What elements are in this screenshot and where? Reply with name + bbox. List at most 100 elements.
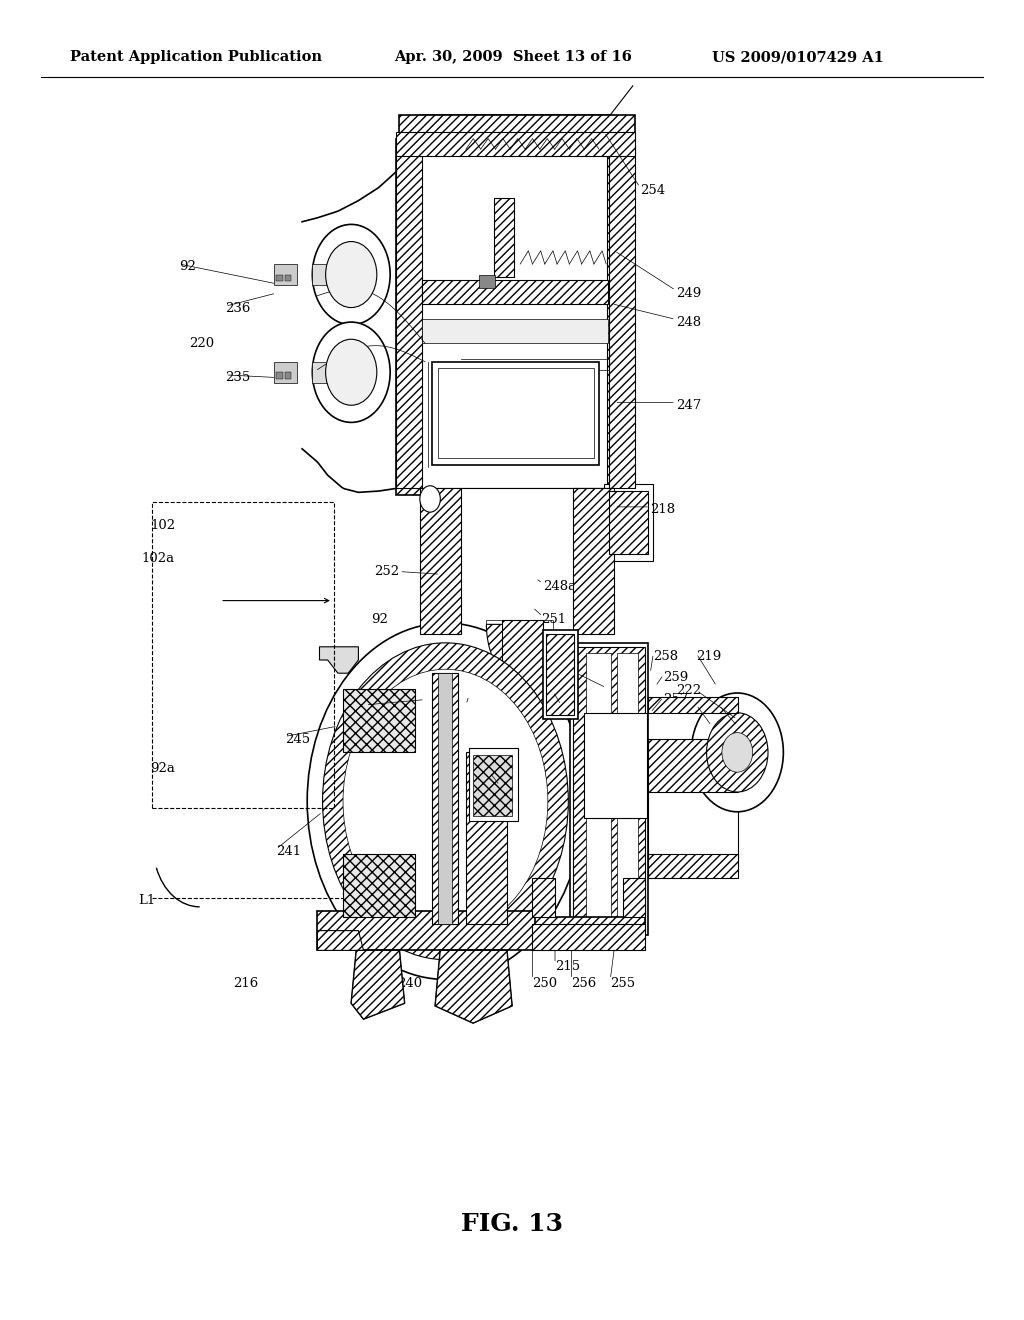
Polygon shape [312, 264, 348, 285]
Bar [570, 643, 648, 935]
Text: 92: 92 [179, 260, 196, 273]
Bar [648, 781, 738, 858]
Circle shape [323, 643, 568, 960]
Text: 92: 92 [371, 612, 387, 626]
Bar [623, 878, 645, 917]
Text: 235: 235 [225, 371, 251, 384]
Text: 253: 253 [489, 407, 514, 420]
Bar [609, 491, 648, 554]
Bar [274, 362, 297, 383]
Bar [343, 854, 415, 917]
Text: 222: 222 [676, 684, 701, 697]
Bar [586, 653, 611, 924]
Text: 102a: 102a [141, 552, 174, 565]
Circle shape [707, 713, 768, 792]
Polygon shape [435, 950, 512, 1023]
Circle shape [307, 623, 584, 979]
Text: 257: 257 [664, 693, 689, 706]
Bar [438, 673, 452, 924]
Text: 239: 239 [358, 977, 384, 990]
Bar [461, 488, 573, 634]
Text: 267: 267 [606, 684, 632, 697]
Bar [396, 132, 635, 156]
Text: FIG. 13: FIG. 13 [461, 1212, 563, 1236]
Text: 216: 216 [233, 977, 259, 990]
Circle shape [722, 733, 753, 772]
Bar [285, 372, 291, 379]
Bar [479, 275, 495, 288]
Bar [432, 673, 458, 924]
Bar [466, 752, 507, 924]
Bar [438, 368, 594, 458]
Bar [494, 198, 514, 277]
Bar [276, 372, 283, 379]
Bar [399, 115, 635, 152]
Text: 215: 215 [555, 960, 581, 973]
Bar [274, 264, 297, 285]
Text: Apr. 30, 2009  Sheet 13 of 16: Apr. 30, 2009 Sheet 13 of 16 [394, 50, 632, 65]
Text: US 2009/0107429 A1: US 2009/0107429 A1 [712, 50, 884, 65]
Circle shape [312, 322, 390, 422]
Bar [317, 911, 535, 950]
Text: 92a: 92a [151, 762, 175, 775]
Polygon shape [486, 624, 543, 697]
Bar [432, 362, 599, 465]
Text: 264: 264 [696, 701, 722, 714]
Text: 248: 248 [676, 315, 701, 329]
Bar [532, 878, 555, 917]
Text: 245: 245 [285, 733, 310, 746]
Text: 254: 254 [640, 183, 666, 197]
Bar [617, 653, 638, 924]
Text: 247: 247 [676, 399, 701, 412]
Bar [422, 319, 608, 343]
Bar [420, 145, 607, 488]
Circle shape [312, 224, 390, 325]
Bar [543, 630, 578, 719]
Bar [486, 620, 553, 752]
Polygon shape [435, 950, 512, 1023]
Text: 218: 218 [650, 503, 676, 516]
Text: 219: 219 [696, 649, 722, 663]
Circle shape [326, 339, 377, 405]
Text: 236: 236 [225, 302, 251, 315]
Text: 251: 251 [541, 612, 566, 626]
Bar [648, 854, 738, 878]
Bar [532, 924, 645, 950]
Bar [422, 280, 608, 304]
Bar [573, 488, 614, 634]
Text: 260: 260 [584, 701, 609, 714]
Polygon shape [319, 647, 358, 673]
Text: 261: 261 [500, 781, 525, 795]
Bar [396, 145, 422, 488]
Text: 256: 256 [571, 977, 597, 990]
Text: 255: 255 [610, 977, 636, 990]
Text: L1: L1 [138, 894, 156, 907]
Polygon shape [317, 931, 364, 950]
Bar [584, 713, 647, 818]
Text: 240: 240 [397, 977, 423, 990]
Text: 248a: 248a [543, 579, 575, 593]
Bar [546, 634, 574, 715]
Text: 246: 246 [562, 701, 588, 714]
Text: 258: 258 [653, 649, 679, 663]
Bar [573, 647, 645, 931]
Text: 252: 252 [374, 565, 399, 578]
Circle shape [343, 669, 548, 933]
Circle shape [326, 242, 377, 308]
Polygon shape [351, 950, 404, 1019]
Bar [473, 755, 512, 816]
Bar [648, 739, 738, 792]
Bar [502, 620, 543, 752]
Bar [532, 917, 645, 950]
Bar [285, 275, 291, 281]
Polygon shape [312, 362, 348, 383]
Text: 250: 250 [532, 977, 558, 990]
Circle shape [691, 693, 783, 812]
Bar [609, 145, 635, 488]
Circle shape [420, 486, 440, 512]
Bar [396, 139, 635, 495]
Text: 102: 102 [151, 519, 176, 532]
Text: 242: 242 [463, 977, 488, 990]
Text: 241: 241 [276, 845, 302, 858]
Text: Patent Application Publication: Patent Application Publication [70, 50, 322, 65]
